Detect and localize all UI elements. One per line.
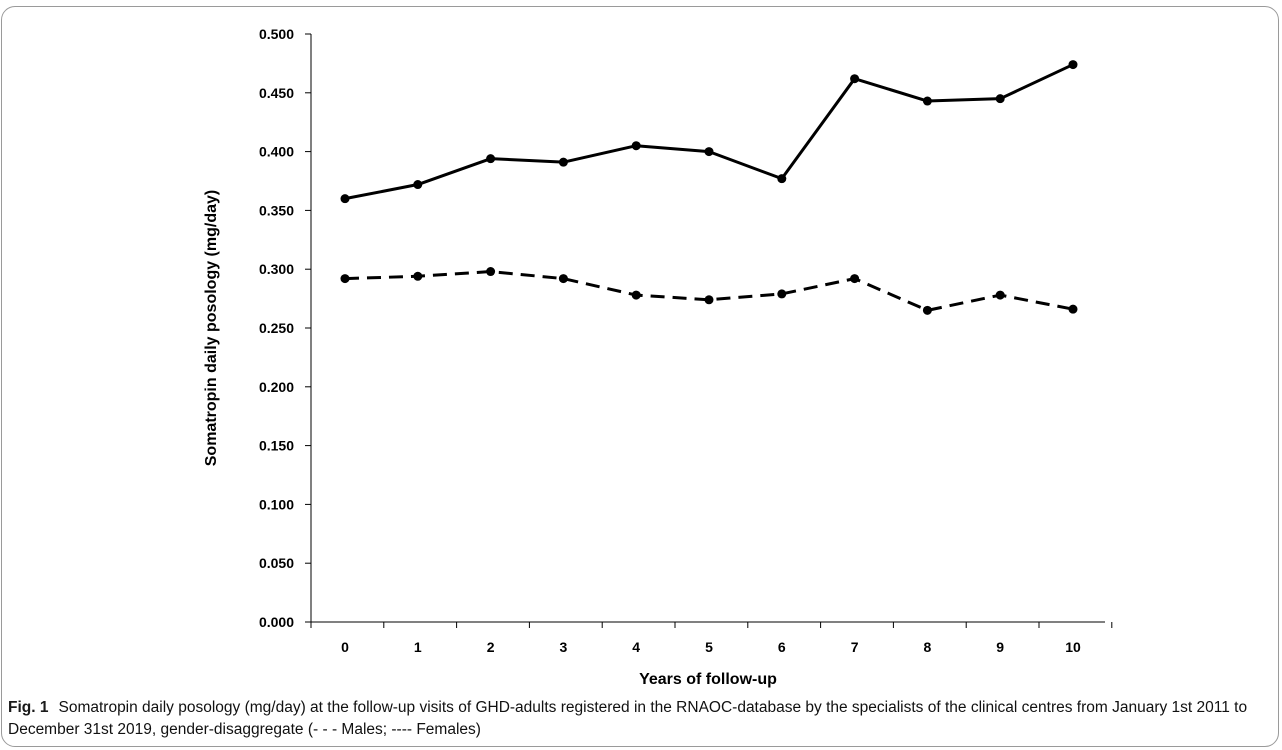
data-point (340, 194, 350, 204)
y-tick-label: 0.450 (259, 85, 294, 101)
y-tick-label: 0.150 (259, 438, 294, 454)
x-tick-label: 10 (1065, 639, 1081, 655)
y-tick-label: 0.200 (259, 379, 294, 395)
x-tick-label: 8 (924, 639, 932, 655)
x-tick-label: 4 (632, 639, 640, 655)
figure-frame (1, 6, 1279, 747)
data-point (558, 274, 568, 284)
x-tick-label: 9 (996, 639, 1004, 655)
data-point (486, 267, 496, 277)
data-point (413, 271, 423, 281)
figure-caption: Fig. 1 Somatropin daily posology (mg/day)… (8, 697, 1276, 741)
data-point (704, 147, 714, 157)
data-point (922, 96, 932, 106)
data-point (340, 274, 350, 284)
y-tick-label: 0.500 (259, 26, 294, 42)
y-tick-label: 0.000 (259, 614, 294, 630)
x-tick-label: 3 (560, 639, 568, 655)
data-point (850, 274, 860, 284)
data-point (995, 290, 1005, 300)
data-point (631, 290, 641, 300)
caption-text: Somatropin daily posology (mg/day) at th… (8, 699, 1248, 738)
data-point (995, 94, 1005, 104)
y-tick-label: 0.250 (259, 320, 294, 336)
data-point (850, 74, 860, 84)
x-tick-label: 6 (778, 639, 786, 655)
data-point (1068, 60, 1078, 70)
data-point (704, 295, 714, 305)
x-tick-label: 7 (851, 639, 859, 655)
series-group (340, 60, 1078, 315)
line-chart: 0.000 0.050 0.100 0.150 0.200 0.250 0.300 0.350… (203, 26, 1113, 688)
data-point (922, 305, 932, 315)
data-point (486, 154, 496, 164)
x-axis: 0 1 2 3 4 5 6 7 8 9 10 (310, 621, 1113, 655)
series-line-dashed (344, 270, 1074, 312)
y-tick-label: 0.050 (259, 555, 294, 571)
x-tick-label: 1 (414, 639, 422, 655)
data-point (631, 141, 641, 151)
y-tick-label: 0.300 (259, 261, 294, 277)
x-tick-label: 0 (341, 639, 349, 655)
data-point (777, 174, 787, 184)
y-tick-label: 0.100 (259, 496, 294, 512)
series-line-solid (344, 63, 1074, 201)
data-point (777, 289, 787, 299)
x-tick-label: 2 (487, 639, 495, 655)
x-tick-label: 5 (705, 639, 713, 655)
data-point (1068, 304, 1078, 314)
x-axis-title: Years of follow-up (639, 671, 777, 688)
y-axis: 0.000 0.050 0.100 0.150 0.200 0.250 0.300 0.350… (259, 26, 312, 630)
y-tick-label: 0.350 (259, 202, 294, 218)
y-tick-label: 0.400 (259, 144, 294, 160)
figure-label: Fig. 1 (8, 699, 49, 716)
data-point (558, 157, 568, 167)
data-point (413, 180, 423, 190)
y-axis-title: Somatropin daily posology (mg/day) (203, 190, 220, 466)
